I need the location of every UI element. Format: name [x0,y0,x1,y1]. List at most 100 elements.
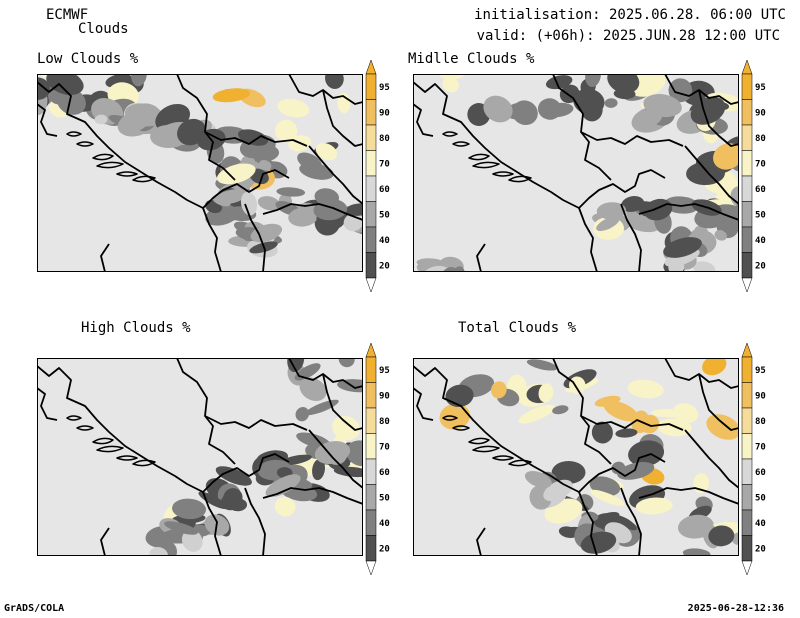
border-line [202,169,290,209]
colorbar-tick-label: 95 [379,83,390,93]
island-outline [92,153,114,161]
colorbar-tick-label: 20 [755,261,766,271]
colorbar-tick-label: 90 [379,391,390,401]
cloud-cell [604,98,618,108]
colorbar-swatch [365,73,377,100]
border-line [698,89,739,147]
cloud-cell [324,441,348,465]
colorbar-swatch [741,433,753,460]
cloud-cell [702,358,727,376]
border-line [638,203,739,221]
colorbar-swatch [365,535,377,562]
colorbar-tick-label: 95 [379,366,390,376]
border-line [620,487,642,556]
colorbar-tick-label: 40 [379,519,390,529]
island-outline [492,455,514,461]
colorbar-swatch [365,175,377,202]
parameter-name: Clouds [78,21,129,37]
island-outline [508,459,532,467]
cloud-cell [288,207,318,227]
colorbar-bottom-arrow [365,560,377,576]
panel-title-low: Low Clouds % [37,51,139,67]
cloud-cell [483,95,513,123]
colorbar-swatch [741,382,753,409]
cloud-cell [706,414,739,440]
cloud-cell [212,88,251,103]
cloud-cell [345,203,363,216]
border-line [578,169,666,209]
cloud-cell [295,406,310,422]
border-line [37,387,58,421]
cloud-cell [538,383,554,403]
border-line [308,429,363,489]
cloud-cell [613,88,636,100]
cloud-cell [585,74,601,88]
cloud-cell [657,418,692,437]
colorbar-swatch [365,407,377,434]
colorbar-swatch [365,356,377,383]
map-mid [413,74,739,272]
cloud-cell [552,405,569,415]
cloud-cell [664,196,699,214]
cloud-cell [569,376,586,394]
colorbar-swatch [741,73,753,100]
island-outline [92,437,114,445]
colorbar-swatch [741,124,753,151]
border-line [638,487,739,505]
cloud-cell [504,102,537,120]
colorbar-tick-label: 95 [755,366,766,376]
colorbar-bottom-arrow [365,277,377,293]
cloud-cell [615,428,638,438]
island-outline [442,131,458,137]
border-line [37,365,204,493]
map-high [37,358,363,556]
colorbar-swatch [365,382,377,409]
cloud-cell [524,471,552,488]
cloud-cell [46,74,84,96]
cloud-cell [573,88,605,115]
cloud-cell [580,531,617,554]
border-line [698,373,739,431]
border-line [476,527,486,556]
cloud-cell [274,496,296,517]
border-line [288,74,363,105]
cloud-cell [287,358,305,373]
island-outline [76,141,94,147]
country-borders [37,358,363,556]
cloud-cell [94,114,108,125]
island-outline [76,425,94,431]
colorbar-tick-label: 90 [379,108,390,118]
cloud-cell [265,474,301,497]
colorbar-swatch [365,99,377,126]
cloud-field [37,74,363,258]
colorbar-high: 95 90 80 70 60 50 40 20 [364,342,394,576]
cloud-cell [627,379,664,399]
island-outline [132,175,156,183]
island-outline [492,171,514,177]
map-frame [37,74,363,272]
cloud-cell [216,163,256,185]
panel-title-high: High Clouds % [81,320,191,336]
colorbar-tick-label: 50 [379,210,390,220]
cloud-cell [215,466,252,486]
border-line [37,103,58,137]
cloud-cell [603,400,639,422]
colorbar-tick-label: 40 [755,236,766,246]
border-line [578,207,598,272]
cloud-cell [338,358,355,368]
border-line [620,203,642,272]
colorbar-swatch [365,458,377,485]
colorbar-tick-label: 60 [379,185,390,195]
colorbar-tick-label: 70 [755,159,766,169]
cloud-cell [690,96,726,125]
border-line [664,358,739,389]
colorbar-swatch [741,201,753,228]
cloud-cell [439,74,469,80]
cloud-cell [637,108,663,127]
border-line [202,491,222,556]
cloud-cell [212,196,231,207]
colorbar-tick-label: 50 [755,210,766,220]
colorbar-swatch [741,226,753,253]
colorbar-tick-label: 95 [755,83,766,93]
border-line [262,487,363,505]
